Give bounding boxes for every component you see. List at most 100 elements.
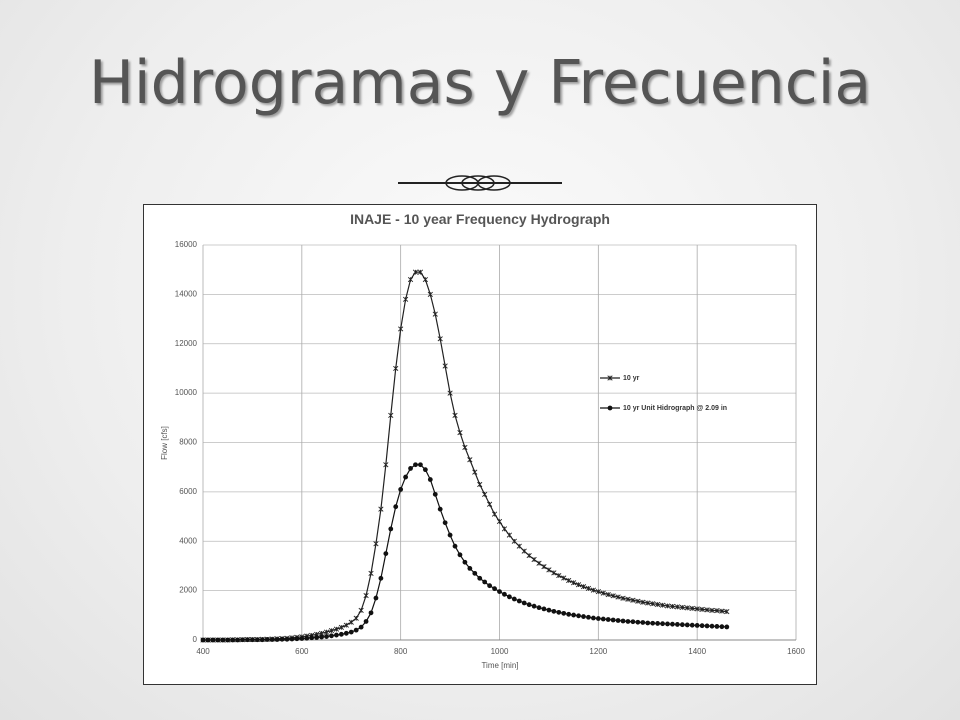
data-point bbox=[491, 511, 498, 517]
y-tick-label: 4000 bbox=[179, 536, 197, 545]
data-point bbox=[368, 570, 374, 576]
data-point bbox=[353, 615, 359, 621]
data-point bbox=[531, 603, 537, 609]
data-point bbox=[546, 607, 552, 613]
data-point bbox=[625, 619, 631, 624]
data-point bbox=[210, 637, 216, 643]
data-point bbox=[645, 600, 651, 606]
x-tick-label: 600 bbox=[295, 647, 309, 656]
data-point bbox=[289, 636, 295, 642]
data-point bbox=[447, 390, 453, 396]
data-point bbox=[679, 622, 685, 628]
data-point bbox=[635, 619, 641, 625]
y-tick-label: 16000 bbox=[175, 240, 198, 249]
data-point bbox=[467, 566, 473, 571]
data-point bbox=[457, 552, 463, 558]
data-point bbox=[427, 291, 433, 297]
data-point bbox=[383, 551, 389, 556]
data-point bbox=[343, 622, 349, 628]
data-point bbox=[457, 430, 463, 436]
data-point bbox=[625, 596, 631, 602]
x-axis-label: Time [min] bbox=[481, 661, 518, 670]
data-point bbox=[659, 602, 666, 608]
data-point bbox=[724, 608, 730, 615]
data-point bbox=[576, 613, 581, 619]
y-tick-label: 12000 bbox=[175, 339, 198, 348]
data-point bbox=[660, 621, 665, 627]
data-point bbox=[689, 605, 695, 612]
data-point bbox=[580, 584, 587, 590]
data-point bbox=[585, 585, 592, 592]
data-point bbox=[230, 637, 236, 643]
data-point bbox=[363, 592, 369, 599]
data-point bbox=[615, 618, 621, 623]
data-point bbox=[452, 543, 458, 549]
data-point bbox=[640, 620, 646, 625]
data-point bbox=[635, 598, 641, 604]
y-tick-label: 6000 bbox=[179, 487, 197, 496]
data-point bbox=[620, 618, 626, 624]
data-point bbox=[630, 597, 636, 603]
data-point bbox=[363, 619, 369, 624]
data-point bbox=[506, 532, 513, 538]
x-tick-label: 400 bbox=[196, 647, 210, 656]
data-point bbox=[615, 594, 621, 600]
data-point bbox=[254, 637, 260, 643]
data-point bbox=[620, 595, 626, 601]
data-point bbox=[235, 637, 240, 643]
data-point bbox=[709, 623, 715, 629]
data-point bbox=[536, 605, 542, 611]
data-point bbox=[477, 575, 483, 581]
data-point bbox=[719, 608, 725, 614]
data-point bbox=[694, 623, 700, 628]
chart-title: INAJE - 10 year Frequency Hydrograph bbox=[350, 211, 610, 227]
data-point bbox=[309, 635, 315, 641]
data-point bbox=[269, 637, 275, 642]
data-point bbox=[561, 610, 567, 616]
data-point bbox=[605, 617, 611, 622]
data-point bbox=[719, 624, 725, 630]
data-point bbox=[689, 622, 695, 628]
data-point bbox=[675, 622, 680, 627]
data-point bbox=[650, 620, 656, 626]
data-point bbox=[590, 615, 596, 621]
data-point bbox=[412, 269, 419, 275]
data-point bbox=[581, 614, 586, 619]
data-point bbox=[383, 462, 389, 468]
data-point bbox=[516, 598, 522, 604]
data-point bbox=[571, 612, 577, 618]
data-point bbox=[373, 595, 379, 601]
data-point bbox=[373, 541, 379, 547]
data-point bbox=[486, 501, 493, 507]
data-point bbox=[521, 548, 527, 554]
data-point bbox=[353, 627, 359, 633]
data-point bbox=[200, 637, 206, 643]
data-point bbox=[393, 504, 399, 510]
data-point bbox=[561, 575, 567, 581]
data-point bbox=[630, 619, 636, 625]
data-point bbox=[472, 469, 478, 475]
data-point bbox=[319, 634, 324, 640]
data-point bbox=[299, 636, 305, 641]
data-point bbox=[511, 596, 517, 602]
data-point bbox=[704, 623, 710, 629]
data-point bbox=[595, 616, 601, 621]
y-tick-label: 0 bbox=[193, 635, 198, 644]
data-point bbox=[215, 637, 221, 643]
data-point bbox=[442, 363, 448, 369]
data-point bbox=[393, 365, 399, 372]
data-point bbox=[432, 491, 438, 497]
legend-label: 10 yr bbox=[623, 375, 640, 382]
data-point bbox=[526, 602, 532, 608]
data-point bbox=[447, 532, 453, 538]
data-point bbox=[511, 538, 517, 544]
data-point bbox=[665, 621, 670, 627]
data-point bbox=[294, 636, 300, 642]
data-point bbox=[398, 487, 404, 492]
data-point bbox=[610, 617, 616, 623]
data-point bbox=[427, 477, 433, 482]
data-point bbox=[402, 296, 409, 302]
data-point bbox=[546, 567, 552, 573]
data-point bbox=[679, 604, 685, 611]
data-point bbox=[437, 336, 443, 342]
